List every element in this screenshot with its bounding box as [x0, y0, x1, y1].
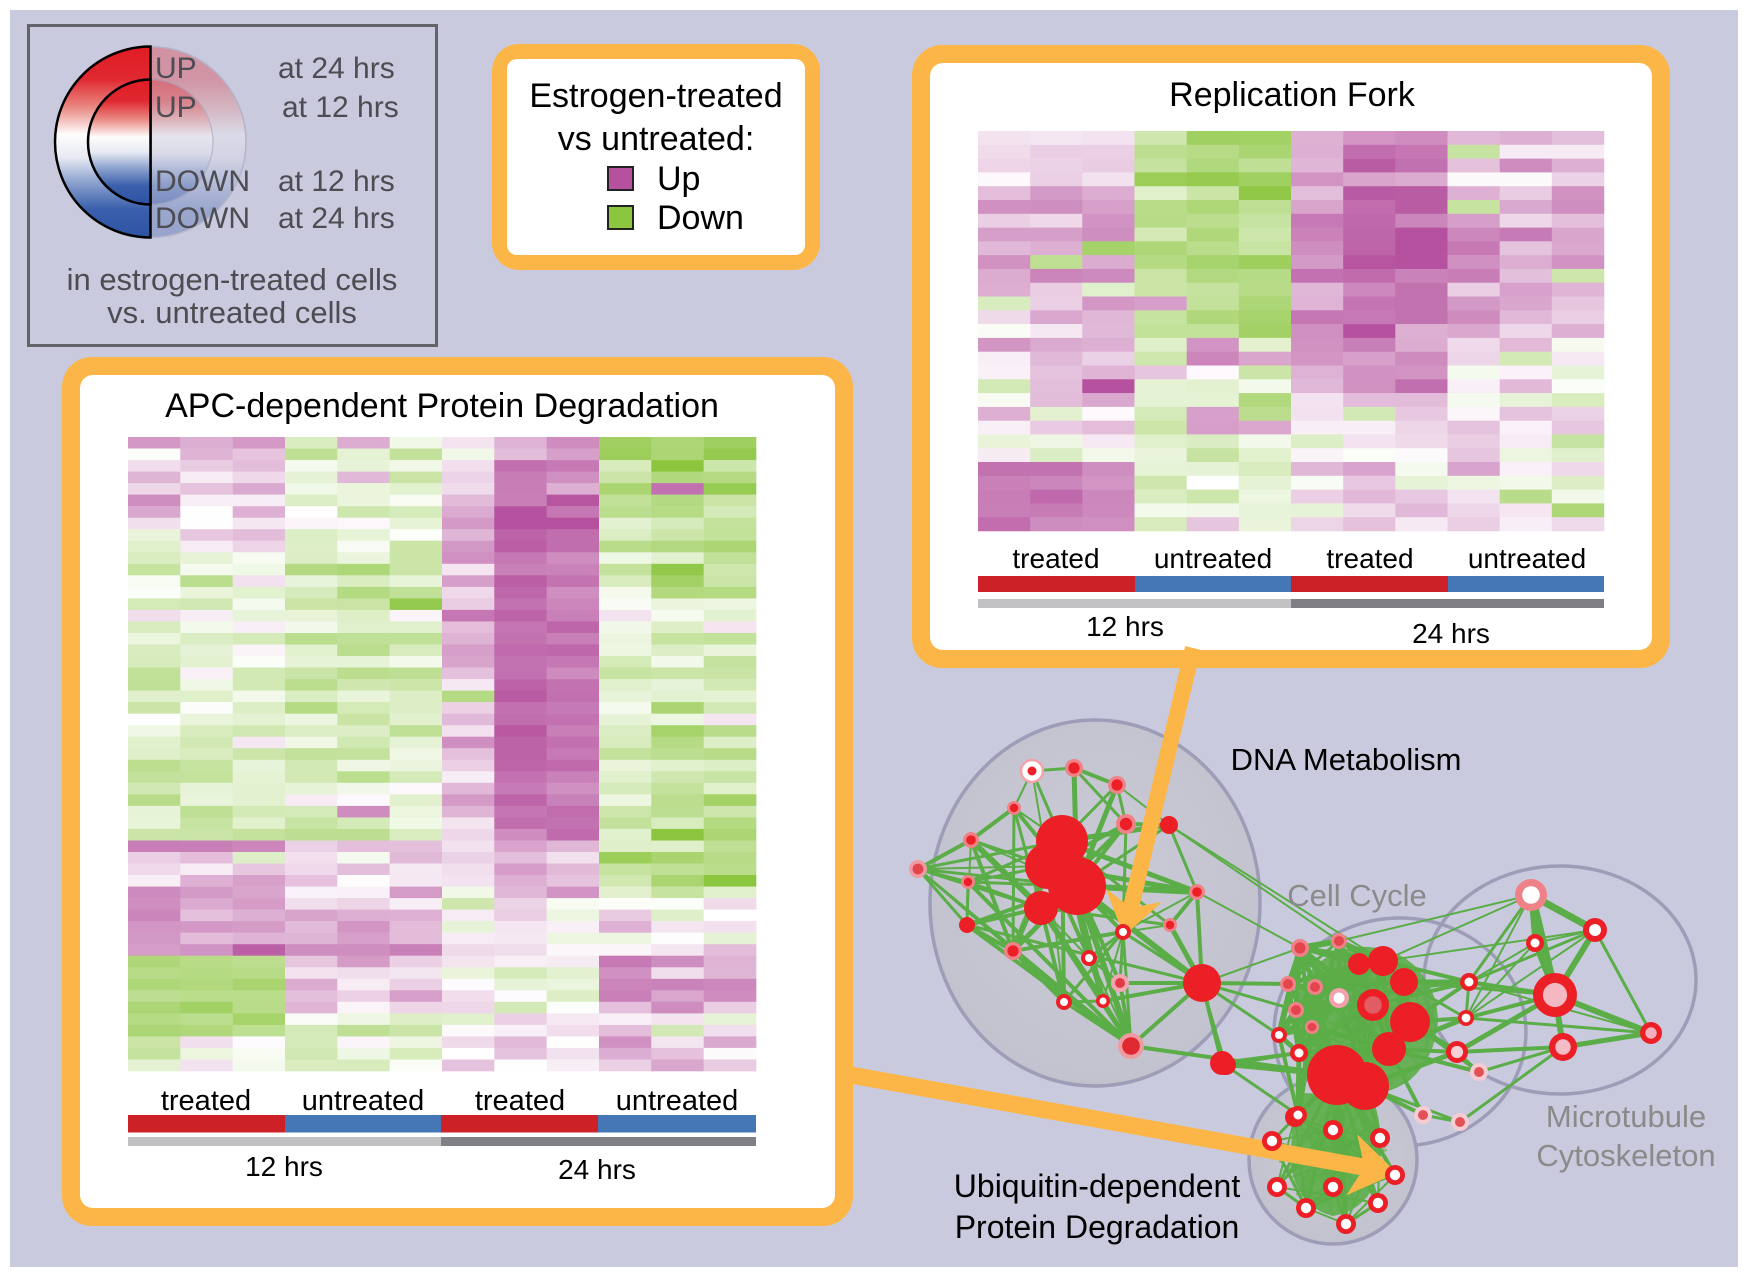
svg-text:Cytoskeleton: Cytoskeleton — [1536, 1138, 1715, 1173]
svg-text:vs. untreated cells: vs. untreated cells — [107, 295, 357, 330]
svg-text:DNA Metabolism: DNA Metabolism — [1231, 742, 1462, 777]
svg-text:treated: treated — [161, 1085, 251, 1117]
svg-text:at 24 hrs: at 24 hrs — [278, 52, 395, 85]
svg-text:Down: Down — [657, 199, 744, 237]
svg-text:UP: UP — [155, 52, 197, 85]
svg-text:Cell Cycle: Cell Cycle — [1287, 878, 1427, 913]
svg-text:UP: UP — [155, 91, 197, 124]
svg-text:Estrogen-treated: Estrogen-treated — [529, 77, 782, 115]
svg-text:treated: treated — [475, 1085, 565, 1117]
svg-text:Ubiquitin-dependent: Ubiquitin-dependent — [954, 1168, 1241, 1204]
svg-text:DOWN: DOWN — [155, 165, 250, 198]
svg-text:treated: treated — [1012, 543, 1099, 574]
svg-text:24 hrs: 24 hrs — [1412, 618, 1490, 649]
svg-text:APC-dependent Protein Degradat: APC-dependent Protein Degradation — [165, 387, 719, 425]
svg-text:untreated: untreated — [1468, 543, 1586, 574]
svg-text:at 12 hrs: at 12 hrs — [282, 91, 399, 124]
svg-text:24 hrs: 24 hrs — [558, 1154, 636, 1185]
svg-text:vs untreated:: vs untreated: — [558, 120, 755, 158]
svg-text:12 hrs: 12 hrs — [1086, 611, 1164, 642]
svg-text:Microtubule: Microtubule — [1546, 1099, 1706, 1134]
svg-text:untreated: untreated — [616, 1085, 739, 1117]
svg-text:DOWN: DOWN — [155, 202, 250, 235]
svg-text:treated: treated — [1326, 543, 1413, 574]
svg-text:Protein Degradation: Protein Degradation — [955, 1209, 1240, 1245]
svg-text:Replication Fork: Replication Fork — [1169, 76, 1416, 114]
svg-text:untreated: untreated — [1154, 543, 1272, 574]
svg-text:at 12 hrs: at 12 hrs — [278, 165, 395, 198]
svg-text:12 hrs: 12 hrs — [245, 1151, 323, 1182]
svg-text:Up: Up — [657, 160, 700, 198]
svg-text:at 24 hrs: at 24 hrs — [278, 202, 395, 235]
svg-text:untreated: untreated — [302, 1085, 425, 1117]
svg-text:in estrogen-treated cells: in estrogen-treated cells — [67, 262, 398, 297]
